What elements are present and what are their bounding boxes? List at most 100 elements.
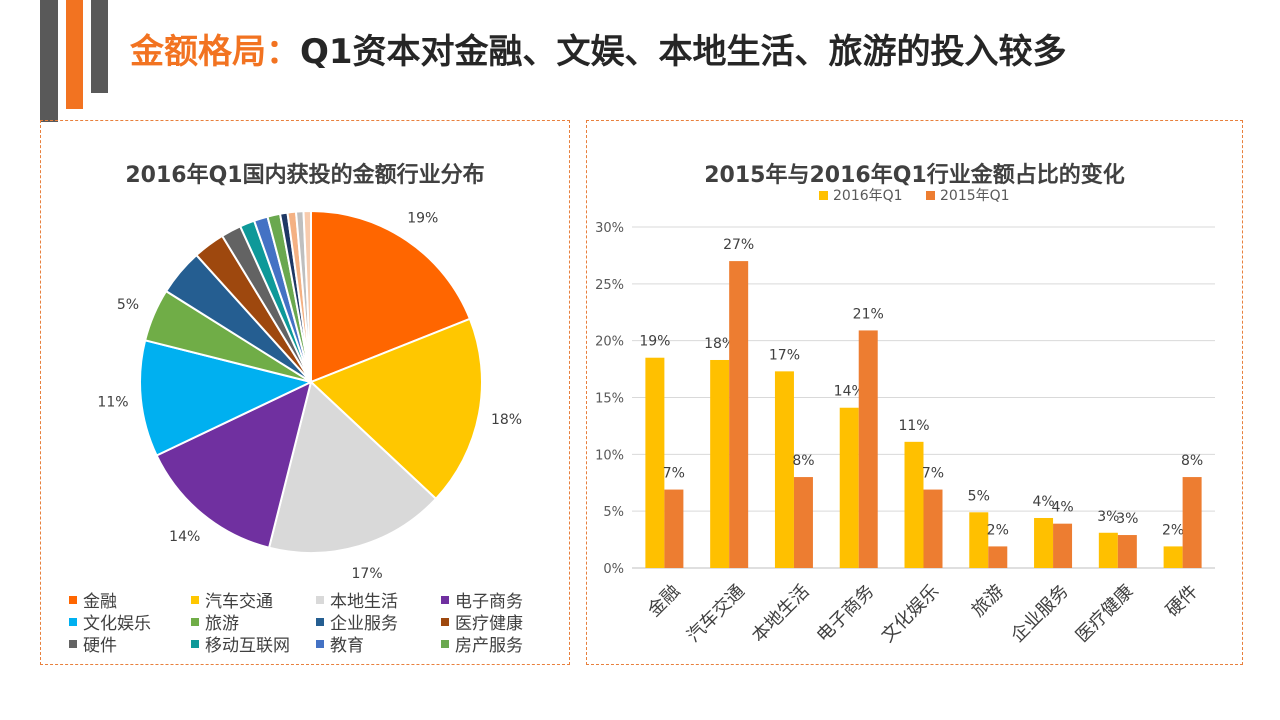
bar-1-series-0 [710, 359, 730, 568]
bar-data-label-3-0: 14% [834, 384, 865, 400]
bar-data-label-6-1: 4% [1051, 500, 1073, 516]
legend-swatch-icon [69, 640, 77, 648]
legend-label: 汽车交通 [205, 592, 273, 612]
legend-label: 本地生活 [330, 592, 398, 612]
bar-data-label-2-0: 17% [769, 347, 800, 363]
x-tick-label-8: 硬件 [1162, 581, 1202, 621]
bar-3-series-1 [858, 330, 878, 568]
legend-swatch-icon [316, 618, 324, 626]
bar-data-label-1-0: 18% [704, 336, 735, 352]
pie-slice-1 [309, 317, 483, 501]
pie-legend-item-6: 企业服务 [316, 609, 398, 634]
bar-data-label-4-1: 7% [922, 466, 944, 482]
pie-legend-item-1: 汽车交通 [191, 587, 273, 612]
pie-legend-item-0: 金融 [69, 587, 117, 612]
legend-label: 金融 [83, 592, 117, 612]
bar-data-label-8-1: 8% [1181, 453, 1203, 469]
pie-panel: 2016年Q1国内获投的金额行业分布 19% 18% 17% 14% 11% 5% 金融 汽… [40, 120, 570, 665]
x-tick-label-0: 金融 [644, 581, 684, 621]
legend-label: 企业服务 [330, 614, 398, 634]
bar-6-series-0 [1034, 517, 1054, 568]
bar-0-series-1 [664, 489, 684, 568]
bar-data-label-0-0: 19% [639, 334, 670, 350]
legend-swatch-icon [69, 618, 77, 626]
bar-legend-swatch-icon-1 [926, 191, 935, 200]
bar-data-label-1-1: 27% [723, 237, 754, 253]
legend-swatch-icon [316, 596, 324, 604]
pie-data-label-2: 17% [352, 566, 383, 581]
pie-legend-item-10: 教育 [316, 631, 364, 656]
legend-swatch-icon [191, 596, 199, 604]
bar-5-series-0 [969, 512, 989, 568]
bar-6-series-1 [1053, 523, 1073, 568]
x-tick-label-1: 汽车交通 [683, 581, 749, 647]
bar-8-series-0 [1163, 546, 1183, 568]
pie-chart-title: 2016年Q1国内获投的金额行业分布 [125, 163, 485, 188]
x-tick-label-4: 文化娱乐 [877, 581, 943, 647]
page-title: 金额格局：Q1资本对金融、文娱、本地生活、旅游的投入较多 [130, 24, 1067, 73]
legend-swatch-icon [316, 640, 324, 648]
bar-data-label-8-0: 2% [1162, 522, 1184, 538]
bar-legend-label-0: 2016年Q1 [833, 188, 903, 204]
pie-slice-15 [302, 209, 312, 383]
bar-7-series-1 [1117, 535, 1137, 568]
bar-data-label-3-1: 21% [853, 306, 884, 322]
bar-3-series-0 [839, 407, 859, 568]
bar-chart-title: 2015年与2016年Q1行业金额占比的变化 [704, 163, 1125, 188]
pie-slice-3 [155, 380, 313, 549]
pie-legend-item-9: 移动互联网 [191, 631, 290, 656]
y-tick-label-1: 5% [603, 505, 624, 520]
deco-bar-gray-left [40, 0, 58, 122]
pie-legend-item-7: 医疗健康 [441, 609, 523, 634]
bar-4-series-0 [904, 441, 924, 568]
legend-swatch-icon [191, 640, 199, 648]
bar-0-series-0 [645, 357, 665, 568]
legend-label: 移动互联网 [205, 636, 290, 656]
bar-data-label-4-0: 11% [898, 418, 929, 434]
legend-label: 硬件 [83, 636, 117, 656]
legend-label: 房产服务 [455, 636, 523, 656]
legend-swatch-icon [441, 640, 449, 648]
bar-data-label-0-1: 7% [663, 466, 685, 482]
legend-label: 医疗健康 [455, 614, 523, 634]
legend-swatch-icon [69, 596, 77, 604]
legend-label: 文化娱乐 [83, 614, 151, 634]
bar-7-series-0 [1098, 532, 1118, 568]
pie-slice-2 [267, 380, 438, 554]
x-tick-label-5: 旅游 [968, 581, 1008, 621]
y-tick-label-4: 20% [595, 335, 624, 350]
pie-data-label-0: 19% [407, 210, 438, 226]
y-tick-label-0: 0% [603, 562, 624, 577]
bar-8-series-1 [1182, 477, 1202, 568]
bar-5-series-1 [988, 546, 1008, 568]
pie-legend: 金融 汽车交通 本地生活 电子商务文化娱乐 旅游 企业服务 医疗健康硬件 移动互联网 教育 房产服… [41, 121, 569, 664]
y-tick-label-2: 10% [595, 448, 624, 463]
pie-legend-item-5: 旅游 [191, 609, 239, 634]
bar-1-series-1 [729, 261, 749, 568]
bar-2-series-1 [793, 477, 813, 568]
bar-data-label-7-1: 3% [1116, 511, 1138, 527]
bar-2-series-0 [774, 371, 794, 568]
bar-data-label-6-0: 4% [1032, 494, 1054, 510]
pie-legend-item-11: 房产服务 [441, 631, 523, 656]
bar-data-label-5-0: 5% [968, 488, 990, 504]
y-tick-label-6: 30% [595, 221, 624, 236]
deco-bar-gray-right [91, 0, 108, 93]
pie-legend-item-8: 硬件 [69, 631, 117, 656]
x-tick-label-3: 电子商务 [813, 581, 879, 647]
pie-legend-item-3: 电子商务 [441, 587, 523, 612]
legend-label: 教育 [330, 636, 364, 656]
pie-legend-item-2: 本地生活 [316, 587, 398, 612]
page-title-highlight: 金额格局： [130, 32, 300, 72]
page-title-rest: Q1资本对金融、文娱、本地生活、旅游的投入较多 [300, 32, 1067, 72]
x-tick-label-7: 医疗健康 [1072, 581, 1138, 647]
bar-data-label-2-1: 8% [792, 453, 814, 469]
bar-data-label-7-0: 3% [1097, 509, 1119, 525]
pie-slice-4 [139, 339, 314, 457]
pie-data-label-3: 14% [169, 529, 200, 545]
bar-chart: 2016年Q1 2015年Q1 0% 5% 10% 15% 20% 25% 30% 19% 7% 金融… [595, 188, 1215, 647]
legend-label: 旅游 [205, 614, 239, 634]
y-tick-label-5: 25% [595, 278, 624, 293]
pie-chart: 19% 18% 17% 14% 11% 5% [97, 209, 522, 581]
bar-data-label-5-1: 2% [987, 522, 1009, 538]
